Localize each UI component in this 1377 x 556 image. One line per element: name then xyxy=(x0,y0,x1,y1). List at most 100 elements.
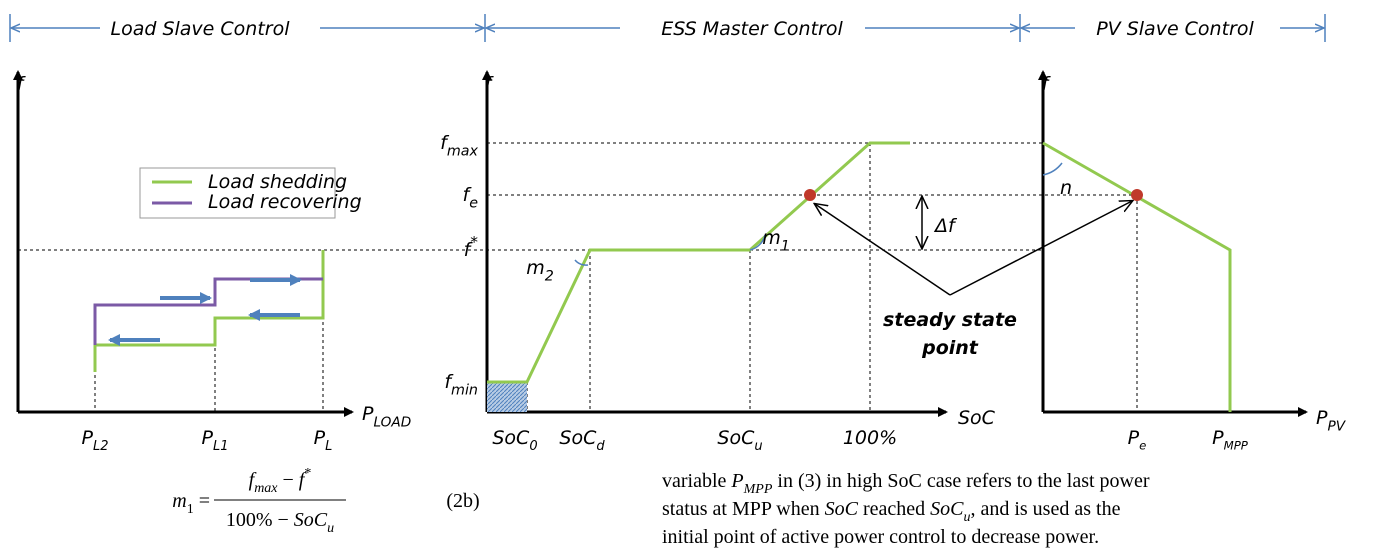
text-segment: 100% − xyxy=(226,509,294,531)
text-segment: m xyxy=(172,490,186,512)
label-sup: * xyxy=(470,233,478,251)
text-segment: SoC xyxy=(825,498,859,520)
steady-point xyxy=(1131,189,1143,201)
label-sub: 0 xyxy=(529,439,537,454)
text-segment: reached xyxy=(858,498,930,520)
text-segment: SoC xyxy=(930,498,964,520)
header-lines xyxy=(9,14,1326,42)
label-sub: u xyxy=(754,439,762,454)
text-segment: u xyxy=(327,521,334,536)
label: SoC0 xyxy=(492,427,537,454)
label-main: P xyxy=(314,427,326,449)
angle-mark xyxy=(574,259,589,266)
equation-number: (2b) xyxy=(446,490,479,512)
hatch-area xyxy=(487,382,527,412)
paragraph-line: status at MPP when SoC reached SoCu, and… xyxy=(662,498,1121,525)
text-segment: MPP xyxy=(743,482,773,497)
label: Pe xyxy=(1128,427,1147,452)
label: f xyxy=(17,73,27,95)
label: PL1 xyxy=(202,427,229,454)
text-segment: u xyxy=(963,510,970,525)
legend-label: Load shedding xyxy=(208,171,347,193)
text-segment: in (3) in high SoC case refers to the la… xyxy=(772,470,1149,492)
text-segment: f xyxy=(249,469,257,491)
delta-label: Δf xyxy=(933,215,958,237)
pv-curve xyxy=(1042,141,1232,412)
label-main: m xyxy=(762,227,781,249)
paragraph-line: initial point of active power control to… xyxy=(662,526,1099,548)
text-segment: − xyxy=(278,469,299,491)
label-sub: L2 xyxy=(93,439,109,454)
label: fe xyxy=(463,184,479,212)
label: PL2 xyxy=(82,427,109,454)
label-sub: max xyxy=(447,144,479,160)
label-main: P xyxy=(1128,427,1140,449)
label: fmax xyxy=(440,132,478,160)
label-main: f xyxy=(464,239,474,261)
label: f xyxy=(485,73,495,95)
label-main: SoC xyxy=(717,427,755,449)
label-sub: L1 xyxy=(213,439,229,454)
label-sub: L xyxy=(325,439,332,454)
label: PLOAD xyxy=(362,403,411,430)
axes xyxy=(13,70,1308,417)
equation-denominator: 100% − SoCu xyxy=(226,509,334,536)
label: SoCd xyxy=(559,427,605,454)
label-sub: d xyxy=(596,439,605,454)
label-sub: 1 xyxy=(781,239,790,255)
ess-curve xyxy=(487,141,910,384)
section-title: Load Slave Control xyxy=(110,18,290,40)
label-main: P xyxy=(1212,427,1224,449)
label-main: P xyxy=(1316,407,1328,429)
label-main: P xyxy=(362,403,374,425)
text-segment: status at MPP when xyxy=(662,498,825,520)
label-main: f xyxy=(463,184,473,206)
text-segment: = xyxy=(194,490,210,512)
label-sub: MPP xyxy=(1224,438,1249,452)
label-main: SoC xyxy=(559,427,597,449)
annotation: point xyxy=(921,337,979,359)
label: SoC xyxy=(958,407,996,429)
text-segment: * xyxy=(304,466,311,481)
label: m2 xyxy=(526,257,554,285)
angle-mark xyxy=(1042,162,1063,176)
flow-arrows xyxy=(108,274,302,346)
steady-point xyxy=(804,189,816,201)
label-sub: PV xyxy=(1327,418,1346,434)
text-segment: , and is used as the xyxy=(970,498,1120,520)
label: PMPP xyxy=(1212,427,1249,452)
label-sub: 2 xyxy=(545,269,554,285)
slope-label: n xyxy=(1060,177,1072,199)
label-main: m xyxy=(526,257,545,279)
load-recovering-curve xyxy=(93,277,323,345)
section-title: PV Slave Control xyxy=(1096,18,1254,40)
label-sub: e xyxy=(469,196,478,212)
label: 100% xyxy=(843,427,897,449)
label: PPV xyxy=(1316,407,1347,434)
label: f xyxy=(1042,73,1052,95)
legend-label: Load recovering xyxy=(208,191,362,213)
label: m1 xyxy=(762,227,790,255)
text-segment: SoC xyxy=(294,509,328,531)
label-main: f xyxy=(440,132,450,154)
label-main: f xyxy=(444,371,454,393)
equation-numerator: fmax − f* xyxy=(249,466,312,496)
text-segment: P xyxy=(730,470,743,492)
label-main: P xyxy=(82,427,94,449)
text-segment: 1 xyxy=(187,502,194,517)
label: SoCu xyxy=(717,427,762,454)
legend-box xyxy=(139,167,336,219)
label: fmin xyxy=(444,371,478,399)
label-main: P xyxy=(202,427,214,449)
label-main: SoC xyxy=(492,427,530,449)
label: PL xyxy=(314,427,333,454)
load-shedding-curve xyxy=(93,250,325,372)
text-segment: max xyxy=(254,481,278,496)
text-segment: f xyxy=(299,469,307,491)
equation-lhs: m1 = xyxy=(172,490,210,517)
label-sub: e xyxy=(1139,438,1146,452)
text-segment: variable xyxy=(662,470,731,492)
angle-mark xyxy=(749,234,766,251)
label: f* xyxy=(464,233,479,261)
